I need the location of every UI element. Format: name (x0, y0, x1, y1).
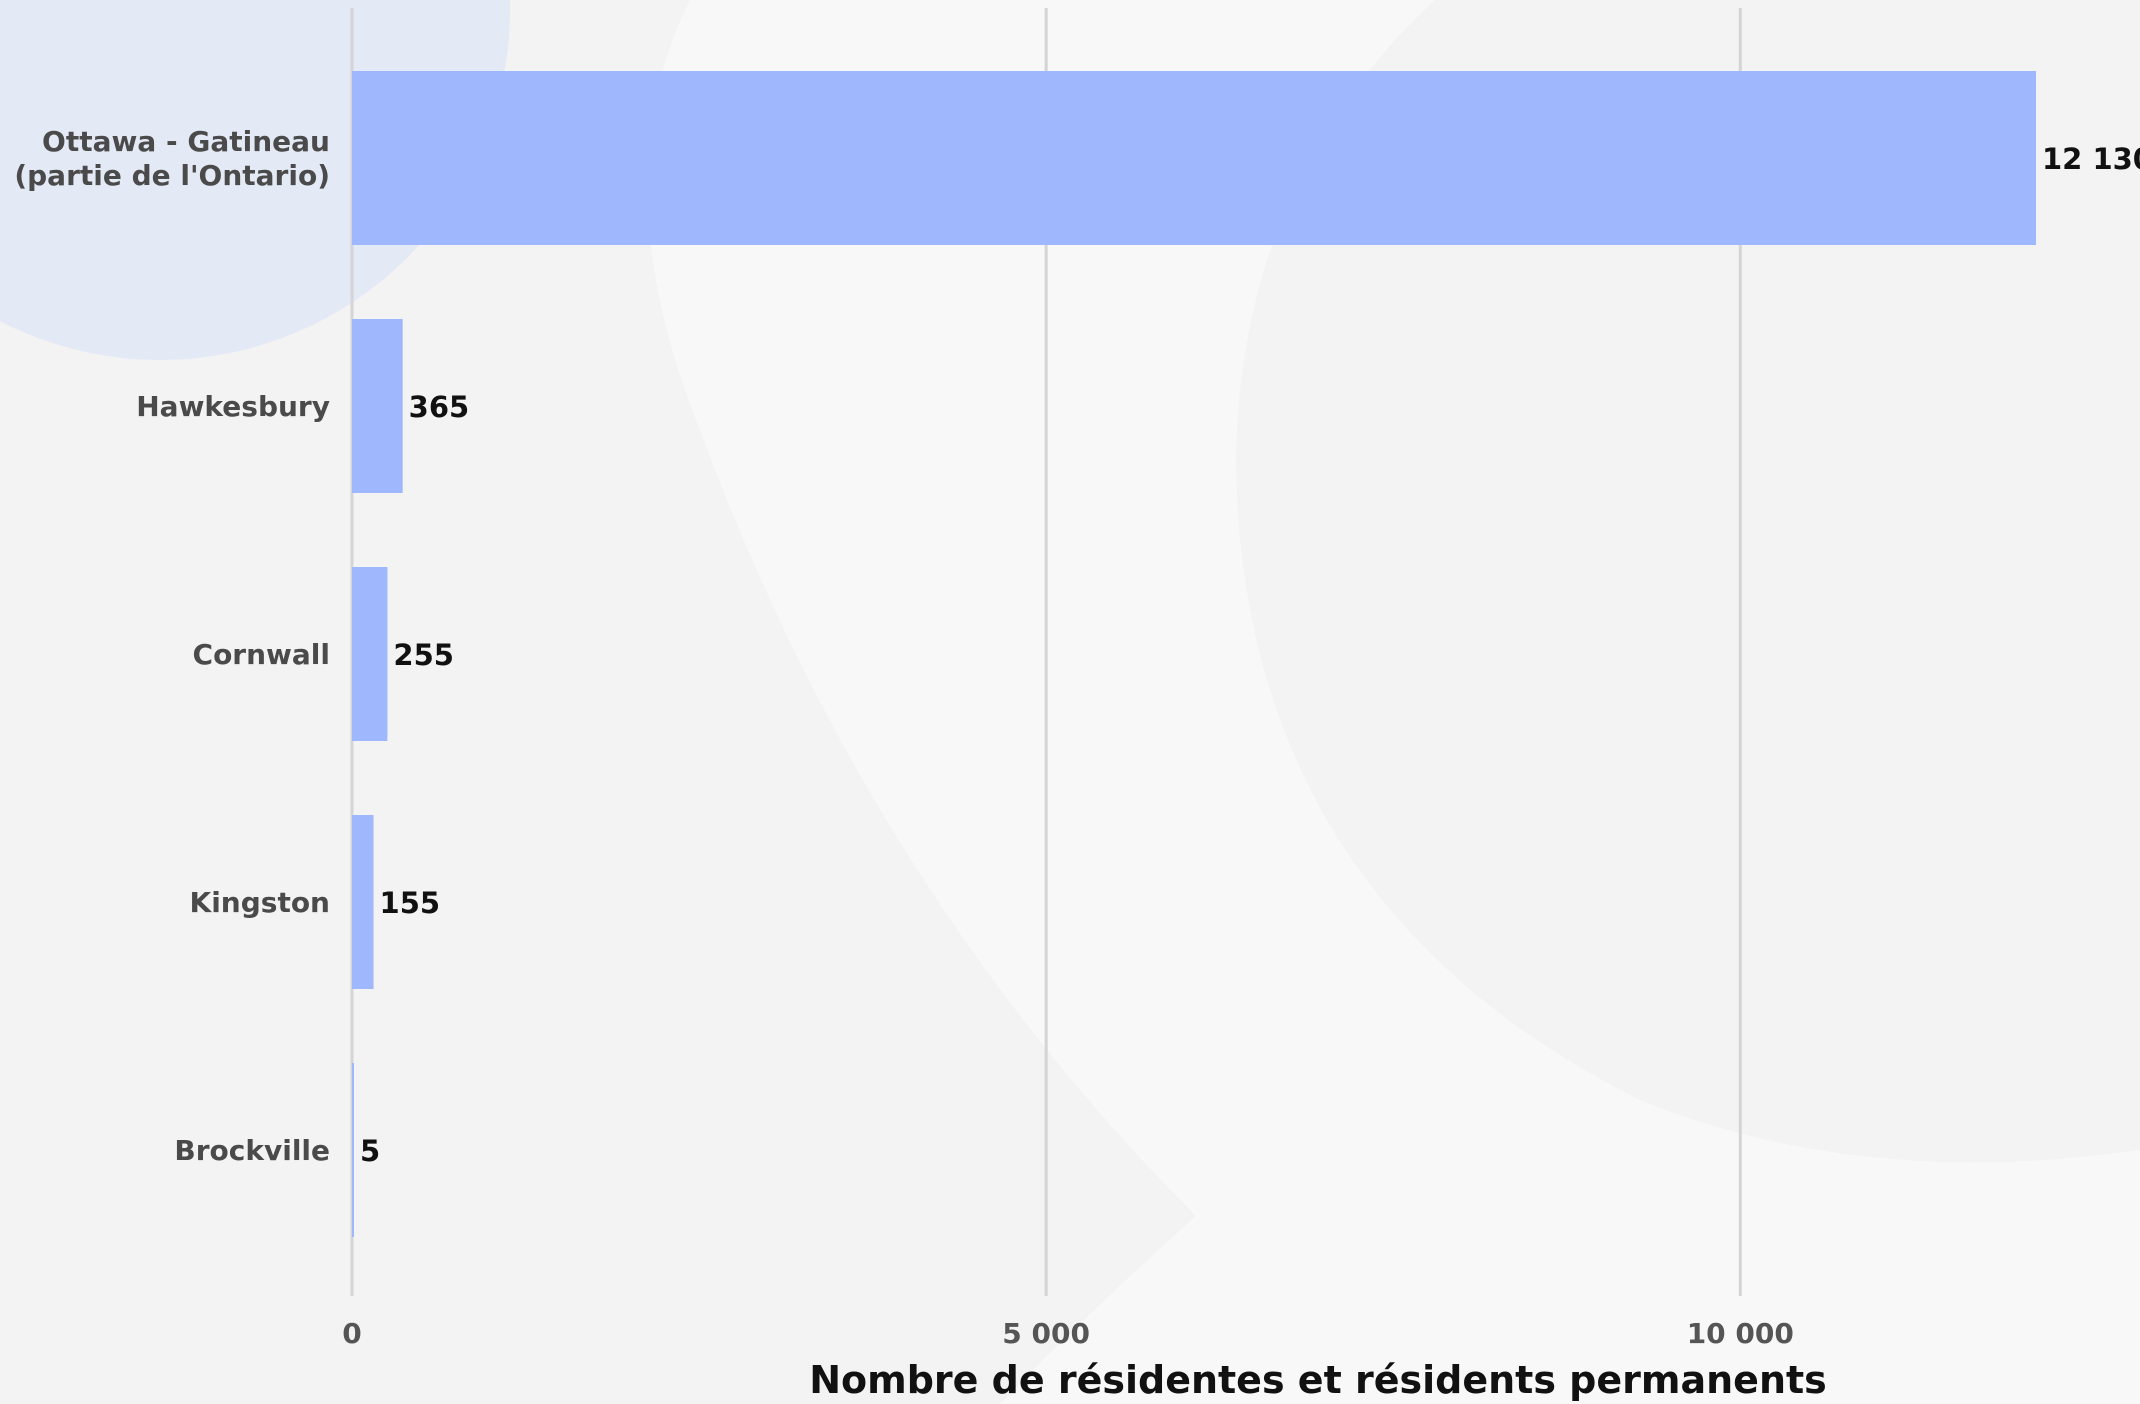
bar (352, 319, 403, 493)
x-tick-label: 5 000 (1002, 1317, 1090, 1350)
value-label: 155 (380, 886, 441, 920)
x-axis-ticks: 0 5 000 10 000 (342, 1317, 1794, 1350)
category-label: Cornwall (193, 638, 330, 671)
x-tick-label: 0 (342, 1317, 361, 1350)
bars (352, 71, 2036, 1237)
value-labels: 12 130 365 255 155 5 (360, 142, 2140, 1168)
category-labels: Ottawa - Gatineau (partie de l'Ontario) Ha… (14, 125, 330, 1167)
category-label-line: Ottawa - Gatineau (42, 125, 330, 158)
bar (352, 815, 374, 989)
value-label: 12 130 (2042, 142, 2140, 176)
bar (352, 1063, 354, 1237)
value-label: 5 (360, 1134, 380, 1168)
background-arc-shape (435, 0, 2140, 1404)
category-label-line: Kingston (190, 886, 331, 919)
x-tick-label: 10 000 (1687, 1317, 1794, 1350)
category-label: Hawkesbury (136, 390, 330, 423)
category-label: Kingston (190, 886, 331, 919)
category-label: Ottawa - Gatineau (partie de l'Ontario) (14, 125, 330, 192)
bar (352, 71, 2036, 245)
value-label: 365 (409, 390, 470, 424)
value-label: 255 (393, 638, 454, 672)
category-label-line: (partie de l'Ontario) (14, 159, 330, 192)
category-label-line: Brockville (174, 1134, 330, 1167)
bar (352, 567, 388, 741)
category-label-line: Hawkesbury (136, 390, 330, 423)
category-label: Brockville (174, 1134, 330, 1167)
x-axis-title: Nombre de résidentes et résidents perman… (809, 1358, 1827, 1402)
category-label-line: Cornwall (193, 638, 330, 671)
